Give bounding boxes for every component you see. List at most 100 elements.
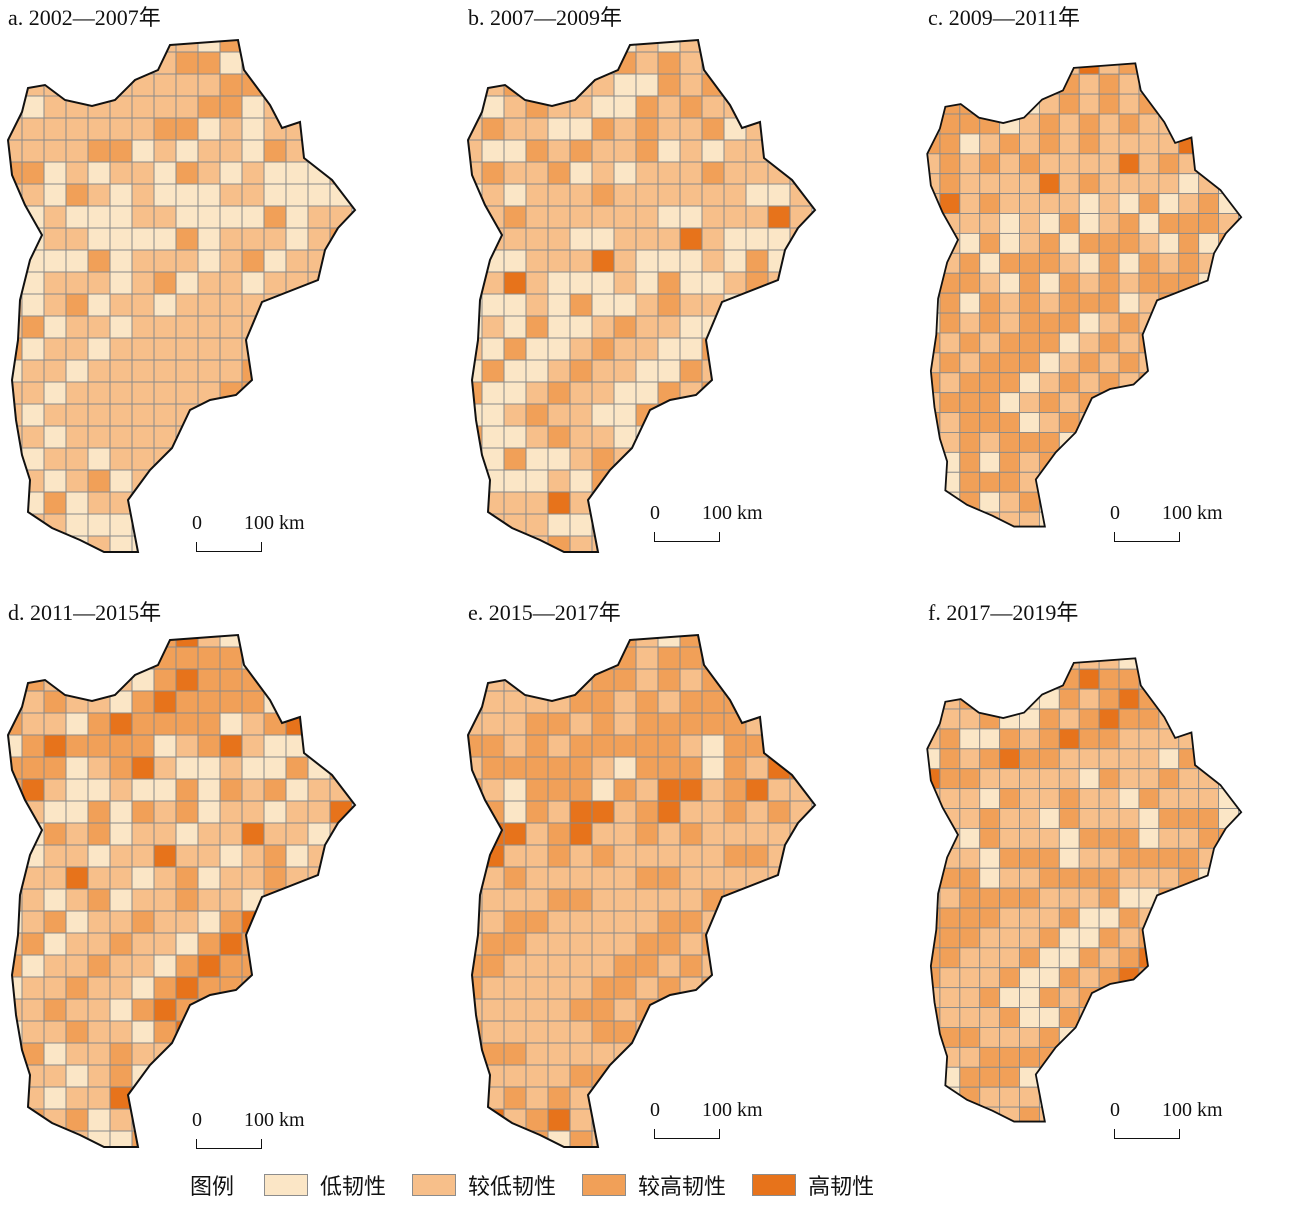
county-region <box>1058 907 1080 929</box>
county-region <box>613 381 637 405</box>
county-region <box>503 844 527 868</box>
county-region <box>999 1027 1020 1048</box>
county-region <box>109 756 133 780</box>
region-map <box>6 38 357 553</box>
county-region <box>999 372 1020 394</box>
county-region <box>1019 372 1040 394</box>
county-region <box>263 844 287 868</box>
county-region <box>1158 193 1180 214</box>
scale-zero: 0 <box>650 1099 660 1121</box>
county-region <box>1118 113 1140 135</box>
county-region <box>999 1106 1020 1122</box>
county-region <box>701 139 725 163</box>
county-region <box>481 800 505 824</box>
county-region <box>263 117 287 141</box>
county-region <box>503 800 527 824</box>
county-region <box>547 271 571 295</box>
county-region <box>569 161 593 185</box>
county-region <box>525 315 549 339</box>
county-region <box>468 690 483 714</box>
county-region <box>613 888 637 912</box>
county-region <box>131 381 155 405</box>
legend-label: 较低韧性 <box>468 1175 557 1200</box>
county-region <box>175 800 199 824</box>
county-region <box>1138 827 1160 849</box>
county-region <box>65 271 89 295</box>
county-region <box>109 315 133 339</box>
county-region <box>1098 728 1120 750</box>
county-region <box>1098 907 1120 929</box>
legend: 图例 低韧性 较低韧性 较高韧性 高韧性 <box>190 1170 900 1200</box>
county-region <box>591 844 615 868</box>
county-region <box>525 866 549 890</box>
county-region <box>569 976 593 1000</box>
region-map <box>466 38 817 553</box>
county-region <box>591 95 615 119</box>
county-region <box>65 359 89 383</box>
county-region <box>21 1086 45 1110</box>
county-region <box>503 976 527 1000</box>
county-region <box>939 352 961 374</box>
county-region <box>503 447 527 471</box>
county-region <box>307 205 331 229</box>
county-region <box>613 690 637 714</box>
county-region <box>635 117 659 141</box>
legend-swatch <box>264 1174 309 1196</box>
county-region <box>591 1086 615 1110</box>
county-region <box>503 954 527 978</box>
county-region <box>679 668 703 692</box>
county-region <box>979 768 1001 790</box>
county-region <box>65 513 89 537</box>
county-region <box>153 998 177 1022</box>
county-region <box>1158 827 1180 849</box>
county-region <box>307 756 331 780</box>
county-region <box>8 447 23 471</box>
county-region <box>959 967 981 989</box>
county-region <box>131 778 155 802</box>
county-region <box>525 95 549 119</box>
legend-label: 较高韧性 <box>638 1175 727 1200</box>
county-region <box>263 227 287 251</box>
county-region <box>87 1020 111 1044</box>
county-region <box>109 535 133 552</box>
county-region <box>1178 232 1200 254</box>
county-region <box>43 403 67 427</box>
county-region <box>1038 252 1060 274</box>
county-region <box>547 513 571 537</box>
county-region <box>175 734 199 758</box>
county-region <box>525 205 549 229</box>
county-region <box>999 451 1020 473</box>
county-region <box>525 734 549 758</box>
scale-zero: 0 <box>192 1109 202 1131</box>
county-region <box>547 293 571 317</box>
county-region <box>591 183 615 207</box>
county-region <box>219 932 243 956</box>
county-region <box>175 866 199 890</box>
county-region <box>635 227 659 251</box>
county-region <box>569 998 593 1022</box>
county-region <box>959 1046 981 1068</box>
county-region <box>1138 708 1160 730</box>
county-region <box>263 800 287 824</box>
county-region <box>1038 292 1060 314</box>
county-region <box>979 867 1001 889</box>
county-region <box>65 976 89 1000</box>
county-region <box>21 315 45 339</box>
county-region <box>613 359 637 383</box>
county-region <box>1078 133 1100 155</box>
county-region <box>525 227 549 251</box>
legend-swatch <box>582 1174 627 1196</box>
county-region <box>153 976 177 1000</box>
county-region <box>285 756 309 780</box>
county-region <box>263 866 287 890</box>
county-region <box>591 117 615 141</box>
county-region <box>959 808 981 829</box>
county-region <box>569 293 593 317</box>
county-region <box>525 1086 549 1110</box>
county-region <box>153 734 177 758</box>
county-region <box>547 778 571 802</box>
county-region <box>979 232 1001 254</box>
county-region <box>547 425 571 449</box>
county-region <box>307 249 331 273</box>
county-region <box>1118 272 1140 294</box>
